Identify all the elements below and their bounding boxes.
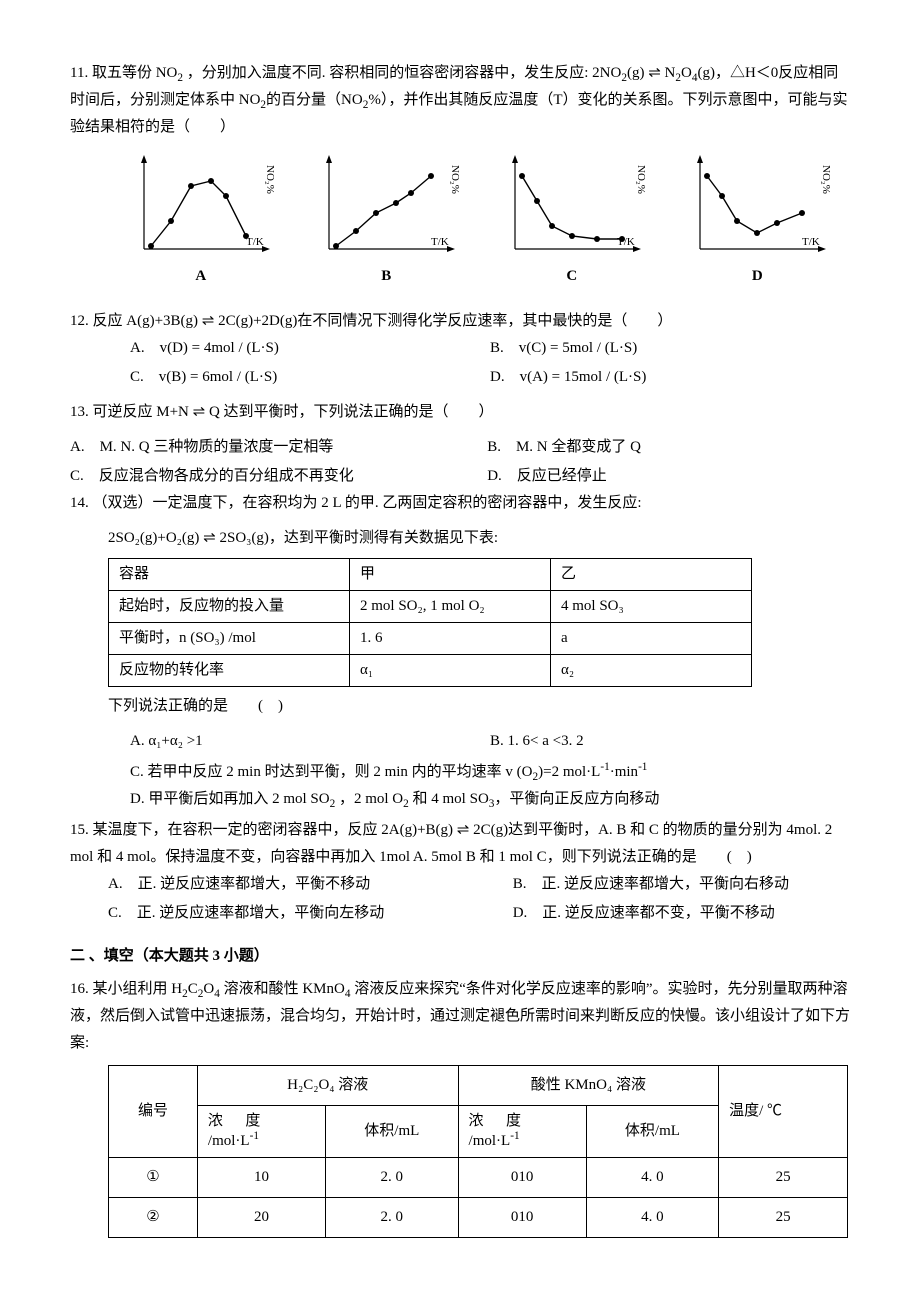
t16-h-h2c2o4: H₂C₂O₄ 溶液	[197, 1066, 458, 1106]
table-cell: ①	[109, 1158, 198, 1198]
table-cell: 10	[197, 1158, 325, 1198]
table-cell: 010	[458, 1158, 586, 1198]
table-cell: 平衡时，n (SO₃) /mol	[109, 623, 350, 655]
q13-opt-b: B. M. N 全都变成了 Q	[487, 434, 850, 461]
q13-opt-c: C. 反应混合物各成分的百分组成不再变化	[70, 463, 487, 490]
svg-text:NO₂%: NO₂%	[449, 165, 461, 194]
question-15: 15. 某温度下，在容积一定的密闭容器中，反应 2A(g)+B(g) ⇌ 2C(…	[70, 817, 850, 927]
q12-text: 反应 A(g)+3B(g) ⇌ 2C(g)+2D(g)在不同情况下测得化学反应速…	[93, 313, 673, 329]
question-12: 12. 反应 A(g)+3B(g) ⇌ 2C(g)+2D(g)在不同情况下测得化…	[70, 308, 850, 391]
question-13: 13. 可逆反应 M+N ⇌ Q 达到平衡时，下列说法正确的是（ ）	[70, 399, 850, 426]
chart-label: D	[682, 263, 832, 290]
svg-text:NO₂%: NO₂%	[264, 165, 276, 194]
q13-num: 13.	[70, 404, 89, 420]
svg-text:NO₂%: NO₂%	[635, 165, 647, 194]
q14-text: （双选）一定温度下，在容积均为 2 L 的甲. 乙两固定容积的密闭容器中，发生反…	[93, 495, 642, 511]
question-14: 14. （双选）一定温度下，在容积均为 2 L 的甲. 乙两固定容积的密闭容器中…	[70, 490, 850, 517]
q12-opt-b: B. v(C) = 5mol / (L·S)	[490, 335, 850, 362]
table-cell: 容器	[109, 559, 350, 591]
q16-table: 编号 H₂C₂O₄ 溶液 酸性 KMnO₄ 溶液 温度/ ℃ 浓 度/mol·L…	[108, 1065, 848, 1238]
q13-opt-a: A. M. N. Q 三种物质的量浓度一定相等	[70, 434, 487, 461]
question-11: 11. 取五等份 NO2 ，分别加入温度不同. 容积相同的恒容密闭容器中，发生反…	[70, 60, 850, 141]
q14-tail: 下列说法正确的是 ( )	[108, 693, 850, 720]
q14-opt-a: A. α₁+α₂ >1	[130, 728, 490, 755]
table-cell: ②	[109, 1198, 198, 1238]
table-cell: 2. 0	[326, 1198, 458, 1238]
q14-opt-d: D. 甲平衡后如再加入 2 mol SO2 ，2 mol O2 和 4 mol …	[130, 786, 850, 813]
q14-opt-b: B. 1. 6< a <3. 2	[490, 728, 850, 755]
svg-text:T/K: T/K	[802, 236, 820, 248]
q14-opt-c: C. 若甲中反应 2 min 时达到平衡，则 2 min 内的平均速率 v (O…	[130, 759, 850, 786]
chart-label: C	[497, 263, 647, 290]
q15-opt-d: D. 正. 逆反应速率都不变，平衡不移动	[513, 900, 850, 927]
chart-label: A	[126, 263, 276, 290]
q16-text: 某小组利用 H2C2O4 溶液和酸性 KMnO4 溶液反应来探究“条件对化学反应…	[70, 981, 850, 1051]
table-cell: α₁	[350, 655, 551, 687]
table-cell: 25	[719, 1158, 848, 1198]
table-cell: 起始时，反应物的投入量	[109, 591, 350, 623]
q15-opt-c: C. 正. 逆反应速率都增大，平衡向左移动	[108, 900, 513, 927]
table-cell: 4 mol SO₃	[551, 591, 752, 623]
q12-opt-d: D. v(A) = 15mol / (L·S)	[490, 364, 850, 391]
table-cell: 4. 0	[586, 1158, 718, 1198]
q12-opt-a: A. v(D) = 4mol / (L·S)	[130, 335, 490, 362]
table-cell: 20	[197, 1198, 325, 1238]
t16-h-temp: 温度/ ℃	[719, 1066, 848, 1158]
q15-text: 某温度下，在容积一定的密闭容器中，反应 2A(g)+B(g) ⇌ 2C(g)达到…	[70, 822, 832, 865]
table-cell: 010	[458, 1198, 586, 1238]
table-cell: 反应物的转化率	[109, 655, 350, 687]
question-16: 16. 某小组利用 H2C2O4 溶液和酸性 KMnO4 溶液反应来探究“条件对…	[70, 976, 850, 1057]
q14-table: 容器甲乙起始时，反应物的投入量2 mol SO₂, 1 mol O₂4 mol …	[108, 558, 752, 687]
svg-text:T/K: T/K	[431, 236, 449, 248]
table-cell: 4. 0	[586, 1198, 718, 1238]
svg-text:T/K: T/K	[617, 236, 635, 248]
q14-num: 14.	[70, 495, 89, 511]
table-cell: 1. 6	[350, 623, 551, 655]
table-cell: 2. 0	[326, 1158, 458, 1198]
chart-d: T/K NO₂% D	[682, 151, 832, 290]
chart-label: B	[311, 263, 461, 290]
section-2-heading: 二 、填空（本大题共 3 小题）	[70, 943, 850, 970]
q11-num: 11.	[70, 65, 88, 81]
table-cell: α₂	[551, 655, 752, 687]
svg-text:T/K: T/K	[246, 236, 264, 248]
t16-h-vol1: 体积/mL	[326, 1106, 458, 1158]
q12-num: 12.	[70, 313, 89, 329]
table-cell: 甲	[350, 559, 551, 591]
q15-num: 15.	[70, 822, 89, 838]
table-cell: a	[551, 623, 752, 655]
t16-h-conc2: 浓 度/mol·L-1	[458, 1106, 586, 1158]
chart-a: T/K NO₂% A	[126, 151, 276, 290]
q11-text: 取五等份 NO2 ，分别加入温度不同. 容积相同的恒容密闭容器中，发生反应: 2…	[70, 65, 848, 135]
q11-charts: T/K NO₂% A T/K NO₂% B T/K NO₂% C T/K NO₂…	[108, 151, 850, 290]
chart-c: T/K NO₂% C	[497, 151, 647, 290]
q13-text: 可逆反应 M+N ⇌ Q 达到平衡时，下列说法正确的是（ ）	[93, 404, 494, 420]
t16-h-id: 编号	[109, 1066, 198, 1158]
q16-num: 16.	[70, 981, 89, 997]
t16-h-vol2: 体积/mL	[586, 1106, 718, 1158]
table-cell: 乙	[551, 559, 752, 591]
q13-opt-d: D. 反应已经停止	[487, 463, 850, 490]
q15-opt-b: B. 正. 逆反应速率都增大，平衡向右移动	[513, 871, 850, 898]
svg-text:NO₂%: NO₂%	[820, 165, 832, 194]
table-cell: 2 mol SO₂, 1 mol O₂	[350, 591, 551, 623]
q15-opt-a: A. 正. 逆反应速率都增大，平衡不移动	[108, 871, 513, 898]
t16-h-kmno4: 酸性 KMnO₄ 溶液	[458, 1066, 719, 1106]
table-cell: 25	[719, 1198, 848, 1238]
q14-eq: 2SO₂(g)+O₂(g) ⇌ 2SO₃(g)，达到平衡时测得有关数据见下表:	[108, 525, 850, 552]
t16-h-conc1: 浓 度/mol·L-1	[197, 1106, 325, 1158]
chart-b: T/K NO₂% B	[311, 151, 461, 290]
q12-opt-c: C. v(B) = 6mol / (L·S)	[130, 364, 490, 391]
